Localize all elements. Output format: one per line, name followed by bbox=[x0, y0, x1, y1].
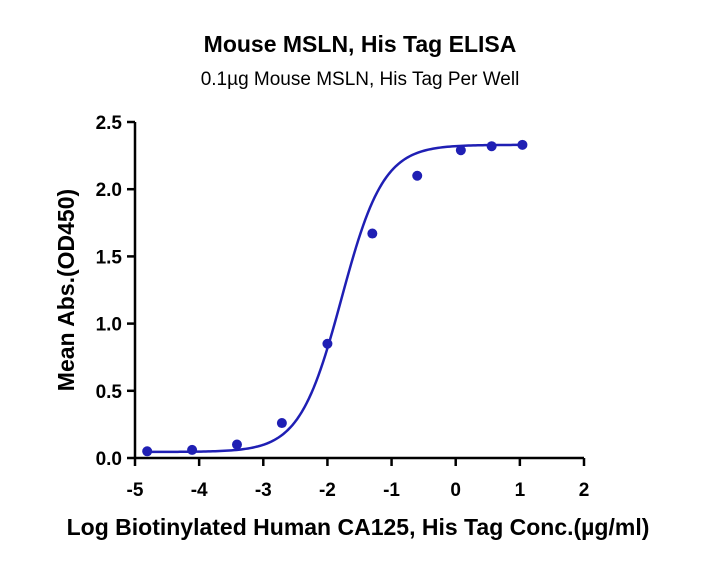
data-points bbox=[142, 139, 528, 457]
data-point bbox=[486, 141, 497, 152]
chart-title: Mouse MSLN, His Tag ELISA bbox=[204, 31, 517, 57]
y-axis: 0.0 0.5 1.0 1.5 2.0 2.5 bbox=[96, 113, 137, 470]
y-tick-label: 0.0 bbox=[96, 449, 122, 470]
data-point bbox=[412, 170, 423, 181]
x-axis-label: Log Biotinylated Human CA125, His Tag Co… bbox=[67, 514, 650, 540]
data-point bbox=[367, 228, 378, 239]
data-point bbox=[231, 439, 242, 450]
data-point bbox=[455, 145, 466, 156]
x-tick-label: 2 bbox=[579, 480, 590, 501]
plot-area bbox=[142, 139, 528, 457]
data-point bbox=[187, 444, 198, 455]
y-tick-label: 2.0 bbox=[96, 180, 122, 201]
x-tick-label: -2 bbox=[319, 480, 336, 501]
data-point bbox=[142, 446, 153, 457]
x-tick-label: 1 bbox=[515, 480, 526, 501]
x-tick-label: 0 bbox=[450, 480, 461, 501]
y-axis-label: Mean Abs.(OD450) bbox=[53, 189, 79, 391]
y-tick-label: 1.0 bbox=[96, 315, 122, 336]
y-tick-label: 2.5 bbox=[96, 113, 123, 134]
x-tick-label: -1 bbox=[383, 480, 400, 501]
fit-curve bbox=[147, 143, 523, 454]
y-tick-label: 1.5 bbox=[96, 247, 123, 268]
chart-subtitle: 0.1µg Mouse MSLN, His Tag Per Well bbox=[201, 69, 520, 90]
x-tick-label: -3 bbox=[255, 480, 272, 501]
data-point bbox=[322, 338, 333, 349]
data-point bbox=[276, 418, 287, 429]
data-point bbox=[517, 139, 528, 150]
y-tick-label: 0.5 bbox=[96, 382, 123, 403]
x-tick-label: -5 bbox=[127, 480, 144, 501]
x-axis: -5 -4 -3 -2 -1 0 1 2 bbox=[127, 456, 590, 501]
x-tick-label: -4 bbox=[191, 480, 208, 501]
